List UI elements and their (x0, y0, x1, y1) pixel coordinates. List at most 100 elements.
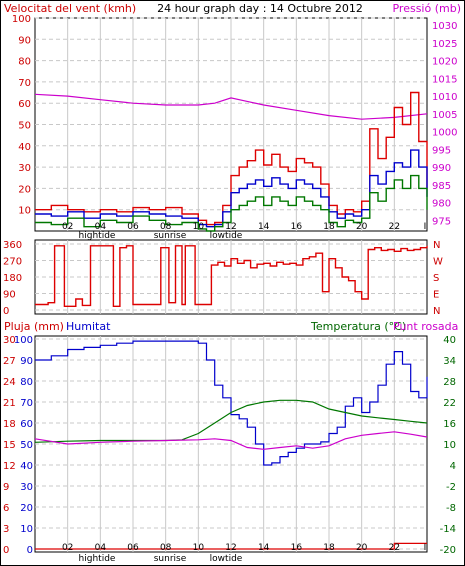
sunrise-label-bottom: sunrise (154, 554, 187, 564)
wind-y-tick-90: 90 (18, 35, 31, 46)
direction-y-tick-90: 90 (3, 290, 16, 301)
temperature-y-tick-40: 40 (443, 335, 456, 346)
wind-y-tick-10: 10 (18, 206, 31, 217)
humidity-y-tick-60: 60 (20, 419, 33, 430)
temp-x-tick-04: 04 (95, 543, 107, 553)
lowtide-label-bottom: lowtide (210, 554, 243, 564)
hightide-label: hightide (79, 231, 116, 241)
wind-x-tick-12: 12 (225, 222, 236, 232)
temp-x-tick-20: 20 (356, 543, 368, 553)
humidity-y-tick-0: 0 (27, 545, 33, 556)
wind-y-tick-70: 70 (18, 78, 31, 89)
wind-x-tick-16: 16 (291, 222, 303, 232)
temperature-y-tick--8: -8 (446, 503, 456, 514)
rain-title: Pluja (mm) (4, 320, 64, 333)
wind-x-tick-I: I (424, 222, 427, 232)
humidity-y-tick-70: 70 (20, 398, 33, 409)
wind-panel-series (34, 91, 428, 232)
rain-y-tick-3: 3 (3, 524, 9, 535)
temperature-title: Temperatura (°C) (310, 320, 406, 333)
pressure-y-tick-980: 980 (432, 199, 451, 210)
rain-humidity-temperature-panel: 0 3 6 9 12 15 18 21 24 27 30 0 10 20 30 40 50 60 70 80 90 10… (3, 335, 456, 564)
rain-line (35, 542, 427, 550)
pressure-y-tick-1000: 1000 (432, 128, 457, 139)
pressure-line (34, 93, 428, 120)
humidity-y-axis-labels: 0 10 20 30 40 50 60 70 80 90 100 (14, 335, 33, 556)
pressure-y-tick-1015: 1015 (432, 74, 457, 85)
lowtide-label: lowtide (210, 231, 243, 241)
humidity-title: Humitat (66, 320, 111, 333)
rain-y-tick-15: 15 (3, 440, 16, 451)
pressure-y-axis-labels: 975 980 985 990 995 1000 1005 1010 1015 1020 1025 1… (432, 21, 457, 227)
hightide-label-bottom: hightide (79, 554, 116, 564)
humidity-line (35, 340, 428, 466)
temp-x-axis-labels: 02 04 06 08 10 12 14 16 18 20 22 I (62, 543, 426, 553)
wind-x-axis-labels: 02 04 06 08 10 12 14 16 18 20 22 I (62, 222, 426, 232)
pressure-y-tick-995: 995 (432, 145, 451, 156)
direction-panel-series (35, 245, 428, 307)
rain-y-tick-21: 21 (3, 398, 16, 409)
wind-x-tick-08: 08 (160, 222, 172, 232)
wind-speed-title: Velocitat del vent (kmh) (4, 2, 136, 15)
dewpoint-line (34, 431, 428, 450)
wind-y-axis-labels: 10 20 30 40 50 60 70 80 90 100 (12, 14, 31, 217)
wind-x-tick-02: 02 (62, 222, 73, 232)
wind-gust-line (35, 91, 428, 226)
wind-y-tick-20: 20 (18, 184, 31, 195)
compass-label-4: N (433, 306, 440, 317)
temp-x-tick-02: 02 (62, 543, 73, 553)
wind-x-tick-06: 06 (127, 222, 139, 232)
wind-direction-line (35, 245, 428, 307)
direction-panel-grid (35, 240, 427, 314)
pressure-y-tick-1005: 1005 (432, 110, 457, 121)
temp-x-tick-12: 12 (225, 543, 236, 553)
temperature-y-tick--14: -14 (440, 524, 456, 535)
dewpoint-title: Punt rosada (393, 320, 458, 333)
wind-x-tick-10: 10 (193, 222, 205, 232)
humidity-y-tick-10: 10 (20, 524, 33, 535)
wind-x-tick-14: 14 (258, 222, 270, 232)
wind-x-tick-18: 18 (323, 222, 335, 232)
wind-x-tick-22: 22 (389, 222, 400, 232)
rain-y-tick-30: 30 (3, 335, 16, 346)
pressure-y-tick-1010: 1010 (432, 92, 457, 103)
compass-label-2: S (433, 273, 439, 284)
compass-label-3: E (433, 290, 439, 301)
temp-x-tick-16: 16 (291, 543, 303, 553)
direction-y-axis-labels: 0 90 180 270 360 (3, 240, 22, 317)
direction-y-tick-0: 0 (3, 306, 9, 317)
temperature-y-axis-labels: -20 -14 -8 -2 4 10 16 22 28 34 40 (440, 335, 456, 556)
pressure-y-tick-990: 990 (432, 163, 451, 174)
compass-label-1: W (433, 257, 443, 268)
humidity-y-tick-80: 80 (20, 377, 33, 388)
pressure-y-tick-1030: 1030 (432, 21, 457, 32)
temp-x-tick-I: I (424, 543, 427, 553)
wind-minimum-line (35, 174, 428, 232)
sunrise-label: sunrise (154, 231, 187, 241)
temperature-y-tick--20: -20 (440, 545, 456, 556)
temp-x-tick-08: 08 (160, 543, 172, 553)
rain-y-tick-9: 9 (3, 482, 9, 493)
rain-y-tick-24: 24 (3, 377, 16, 388)
wind-x-tick-04: 04 (95, 222, 107, 232)
temperature-y-tick-10: 10 (443, 440, 456, 451)
humidity-y-tick-50: 50 (20, 440, 33, 451)
rain-y-tick-6: 6 (3, 503, 9, 514)
wind-y-tick-50: 50 (18, 121, 31, 132)
rain-y-axis-labels: 0 3 6 9 12 15 18 21 24 27 30 (3, 335, 16, 556)
rain-y-tick-12: 12 (3, 461, 16, 472)
pressure-title: Pressió (mb) (392, 2, 461, 15)
temperature-y-tick-4: 4 (450, 461, 456, 472)
temperature-y-tick-16: 16 (443, 419, 456, 430)
pressure-y-tick-985: 985 (432, 181, 451, 192)
temp-x-tick-06: 06 (127, 543, 139, 553)
humidity-y-tick-90: 90 (20, 356, 33, 367)
direction-y-tick-270: 270 (3, 257, 22, 268)
wind-y-tick-100: 100 (12, 14, 31, 25)
wind-y-tick-40: 40 (18, 142, 31, 153)
direction-y-tick-180: 180 (3, 273, 22, 284)
rain-y-tick-0: 0 (3, 545, 9, 556)
